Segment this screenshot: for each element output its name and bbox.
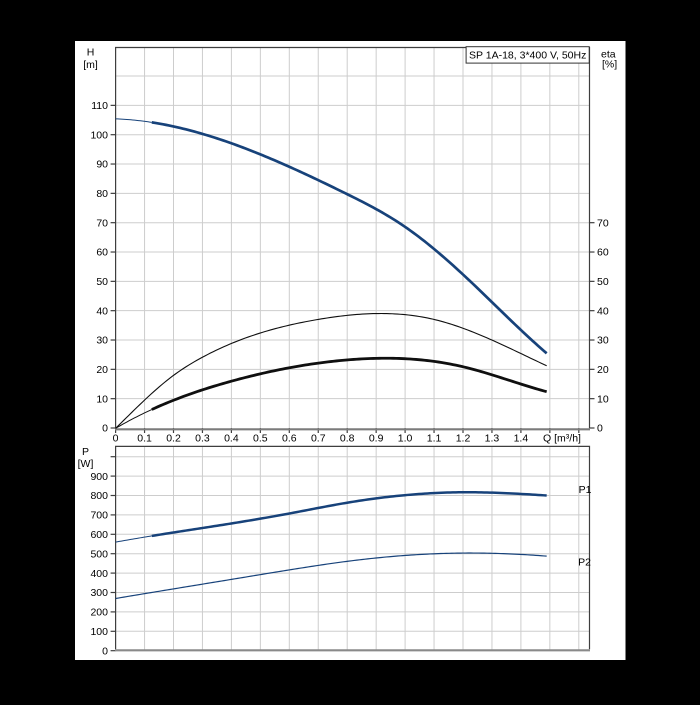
svg-text:0.2: 0.2	[166, 433, 181, 445]
svg-text:40: 40	[597, 305, 609, 317]
svg-text:20: 20	[96, 364, 108, 376]
svg-text:60: 60	[597, 247, 609, 259]
svg-text:P1: P1	[579, 484, 592, 496]
svg-text:0: 0	[597, 423, 603, 435]
svg-text:30: 30	[597, 335, 609, 347]
svg-text:300: 300	[90, 587, 108, 599]
svg-text:[m]: [m]	[83, 59, 98, 71]
svg-text:100: 100	[90, 626, 108, 638]
svg-text:600: 600	[90, 529, 108, 541]
svg-text:10: 10	[96, 393, 108, 405]
svg-text:800: 800	[90, 490, 108, 502]
svg-text:10: 10	[597, 393, 609, 405]
svg-text:P2: P2	[578, 557, 591, 569]
svg-text:eta: eta	[601, 49, 616, 61]
svg-text:0.7: 0.7	[311, 433, 326, 445]
svg-text:900: 900	[90, 471, 108, 483]
svg-text:20: 20	[597, 364, 609, 376]
svg-text:0.3: 0.3	[195, 433, 210, 445]
svg-text:P: P	[82, 446, 89, 458]
svg-text:SP 1A-18, 3*400 V, 50Hz: SP 1A-18, 3*400 V, 50Hz	[469, 50, 586, 62]
svg-text:200: 200	[90, 607, 108, 619]
svg-text:1.3: 1.3	[485, 433, 500, 445]
svg-text:0.9: 0.9	[369, 433, 384, 445]
svg-text:0.8: 0.8	[340, 433, 355, 445]
svg-text:Q [m³/h]: Q [m³/h]	[543, 433, 581, 445]
svg-text:50: 50	[597, 276, 609, 288]
svg-text:H: H	[87, 47, 95, 59]
svg-text:0.1: 0.1	[137, 433, 152, 445]
svg-text:[W]: [W]	[78, 458, 94, 470]
svg-text:70: 70	[597, 217, 609, 229]
svg-text:0: 0	[102, 423, 108, 435]
svg-text:500: 500	[90, 548, 108, 560]
svg-text:60: 60	[96, 247, 108, 259]
svg-text:1.0: 1.0	[398, 433, 413, 445]
svg-text:40: 40	[96, 305, 108, 317]
svg-text:50: 50	[96, 276, 108, 288]
svg-text:0: 0	[113, 433, 119, 445]
svg-text:0.4: 0.4	[224, 433, 239, 445]
svg-text:700: 700	[90, 510, 108, 522]
svg-text:0: 0	[102, 645, 108, 657]
svg-text:30: 30	[96, 335, 108, 347]
svg-text:80: 80	[96, 188, 108, 200]
svg-text:0.6: 0.6	[282, 433, 297, 445]
svg-text:0.5: 0.5	[253, 433, 268, 445]
svg-text:1.4: 1.4	[514, 433, 529, 445]
svg-text:90: 90	[96, 159, 108, 171]
svg-text:100: 100	[90, 129, 108, 141]
svg-text:110: 110	[91, 100, 108, 112]
svg-text:70: 70	[96, 217, 108, 229]
svg-text:400: 400	[90, 568, 108, 580]
svg-text:1.1: 1.1	[427, 433, 442, 445]
svg-text:1.2: 1.2	[456, 433, 471, 445]
svg-text:[%]: [%]	[602, 59, 617, 71]
